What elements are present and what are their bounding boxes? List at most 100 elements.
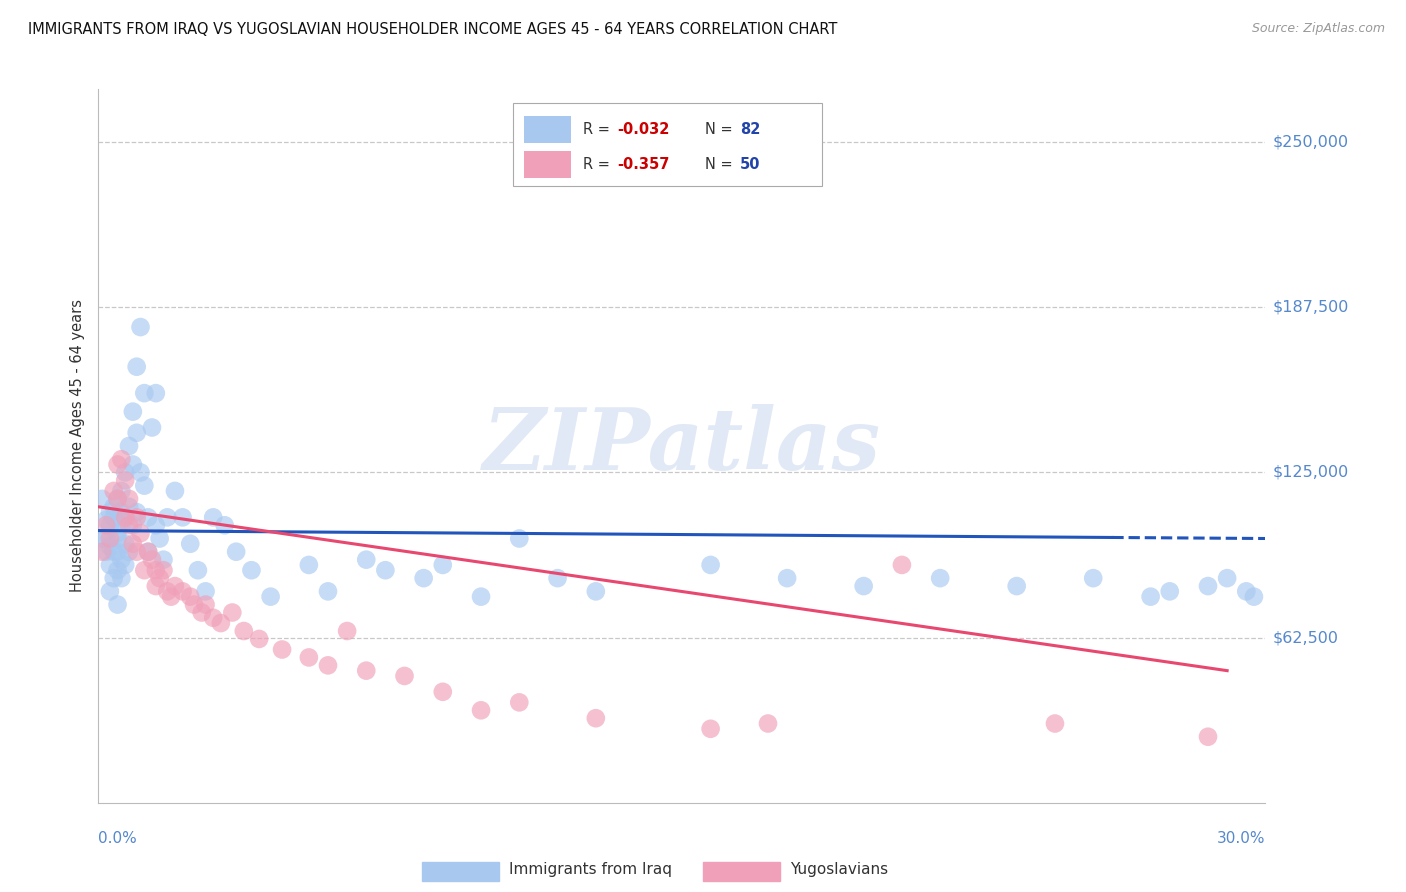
Point (160, 590, 183, 604)
Point (114, 558, 136, 572)
Point (336, 624, 359, 638)
Point (890, 558, 912, 572)
Point (118, 500, 141, 514)
Point (202, 510, 225, 524)
FancyBboxPatch shape (524, 116, 571, 143)
Point (156, 584, 179, 599)
Point (103, 483, 125, 498)
Point (202, 611, 225, 625)
Point (194, 598, 217, 612)
Point (107, 458, 129, 472)
Point (470, 703, 492, 717)
Point (432, 685, 454, 699)
Point (107, 532, 129, 546)
Point (149, 571, 172, 585)
Point (756, 716, 779, 731)
Point (183, 598, 205, 612)
Point (98, 584, 121, 599)
Point (145, 386, 167, 401)
Point (110, 518, 132, 533)
Point (194, 584, 217, 599)
Point (225, 545, 247, 559)
Point (114, 510, 136, 524)
Point (91, 532, 114, 546)
Point (98, 532, 121, 546)
Point (134, 478, 156, 492)
Point (129, 466, 152, 480)
Point (118, 491, 141, 506)
Text: N =: N = (706, 157, 738, 171)
Point (179, 590, 201, 604)
Point (110, 552, 132, 566)
Text: 82: 82 (741, 121, 761, 136)
Point (107, 545, 129, 559)
Point (118, 439, 141, 453)
Text: N =: N = (706, 121, 738, 136)
Point (547, 571, 569, 585)
Point (187, 563, 209, 577)
Point (121, 404, 143, 418)
Point (107, 526, 129, 541)
Text: 50: 50 (741, 157, 761, 171)
Point (145, 563, 167, 577)
Point (98, 505, 121, 519)
Point (125, 505, 148, 519)
Point (699, 722, 721, 736)
Point (316, 658, 339, 673)
Point (412, 571, 434, 585)
Point (107, 491, 129, 506)
Point (1005, 579, 1028, 593)
Text: Yugoslavians: Yugoslavians (790, 863, 889, 877)
Point (152, 552, 174, 566)
Point (145, 579, 167, 593)
Point (94, 545, 117, 559)
Text: $125,000: $125,000 (1272, 465, 1348, 480)
Point (103, 500, 125, 514)
Point (214, 518, 236, 533)
Point (118, 518, 141, 533)
Point (125, 425, 148, 440)
Point (136, 545, 159, 559)
Point (271, 642, 294, 657)
Point (1243, 590, 1265, 604)
Point (114, 510, 136, 524)
Point (114, 537, 136, 551)
Point (136, 510, 159, 524)
Point (107, 598, 129, 612)
Point (163, 579, 186, 593)
Point (110, 483, 132, 498)
Text: Source: ZipAtlas.com: Source: ZipAtlas.com (1251, 22, 1385, 36)
Point (98, 540, 121, 554)
Point (121, 458, 143, 472)
Point (209, 616, 232, 631)
Point (172, 510, 194, 524)
Point (1197, 730, 1219, 744)
Y-axis label: Householder Income Ages 45 - 64 years: Householder Income Ages 45 - 64 years (70, 300, 86, 592)
Point (508, 532, 530, 546)
Point (156, 510, 179, 524)
Point (91, 545, 114, 559)
Point (240, 563, 263, 577)
Point (1159, 584, 1181, 599)
Point (121, 518, 143, 533)
Point (94, 532, 117, 546)
Point (149, 532, 172, 546)
Point (259, 590, 281, 604)
Point (141, 420, 163, 434)
Point (98, 558, 121, 572)
Point (354, 664, 377, 678)
Point (125, 359, 148, 374)
Text: -0.357: -0.357 (617, 157, 671, 171)
Point (394, 669, 416, 683)
Point (110, 452, 132, 467)
Point (134, 563, 156, 577)
Point (91, 491, 114, 506)
Point (1083, 571, 1105, 585)
Point (114, 466, 136, 480)
Point (136, 545, 159, 559)
Point (98, 518, 121, 533)
Point (852, 579, 875, 593)
Point (114, 474, 136, 488)
Text: $250,000: $250,000 (1272, 135, 1348, 150)
Text: R =: R = (582, 157, 614, 171)
